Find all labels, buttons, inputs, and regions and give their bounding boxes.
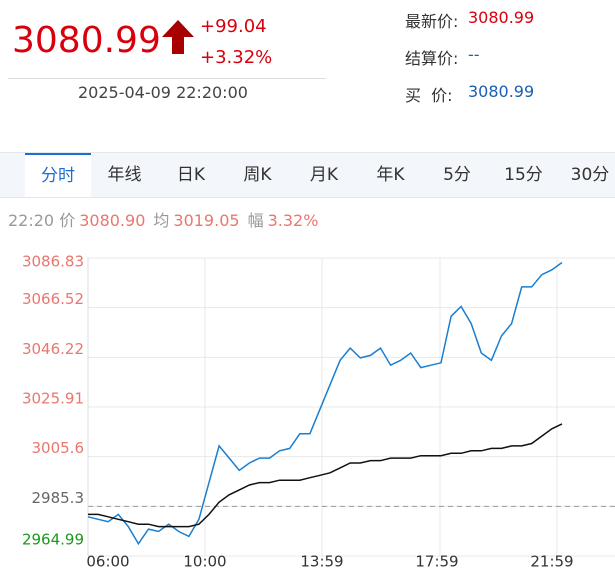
- y-tick-label: 3086.83: [22, 253, 84, 271]
- tab[interactable]: 30分: [570, 165, 610, 185]
- info-value: 3019.05: [173, 211, 240, 230]
- tab[interactable]: 年K: [376, 165, 405, 185]
- tab[interactable]: 月K: [309, 165, 339, 185]
- y-tick-label: 3066.52: [22, 290, 84, 308]
- datetime: 2025-04-09 22:20:00: [78, 83, 248, 102]
- tab[interactable]: 日K: [176, 165, 206, 185]
- tab[interactable]: 周K: [243, 165, 272, 185]
- field-value: --: [468, 45, 480, 64]
- tab[interactable]: 年线: [107, 165, 142, 185]
- info-line: 22:20 价 3080.90 均 3019.05 幅 3.32%: [8, 207, 318, 231]
- field-label: 结算价:: [405, 49, 459, 68]
- info-label: 均: [153, 211, 170, 230]
- change: +99.04: [200, 16, 267, 37]
- tab[interactable]: 分时: [25, 153, 91, 197]
- series-line: [87, 261, 563, 546]
- x-tick-label: 06:00: [86, 553, 129, 571]
- y-tick-label: 2964.99: [22, 531, 84, 549]
- price: 3080.99: [12, 20, 161, 61]
- up-arrow: [162, 20, 194, 54]
- field-value: 3080.99: [468, 8, 535, 27]
- field-value: 3080.99: [468, 82, 535, 101]
- info-label: 22:20 价: [8, 211, 76, 230]
- y-tick-label: 3025.91: [22, 390, 84, 408]
- field-label: 买 价:: [405, 86, 453, 105]
- y-tick-label: 3046.22: [22, 340, 84, 358]
- tab[interactable]: 5分: [443, 165, 471, 185]
- tab-bar: 分时 年线 日K 周K 月K 年K 5分 15分 30分: [0, 152, 615, 198]
- info-label: 幅: [247, 211, 264, 230]
- series-line: [88, 423, 563, 528]
- x-tick-label: 13:59: [300, 553, 343, 571]
- y-tick-label: 3005.6: [32, 439, 85, 457]
- y-tick-label: 2985.3: [32, 489, 85, 507]
- field-label: 最新价:: [405, 12, 459, 31]
- x-tick-label: 10:00: [183, 553, 226, 571]
- tab[interactable]: 15分: [504, 165, 543, 185]
- divider: [8, 78, 326, 79]
- info-value: 3.32%: [267, 211, 319, 230]
- x-tick-label: 17:59: [415, 553, 458, 571]
- x-tick-label: 21:59: [530, 553, 573, 571]
- change-pct: +3.32%: [200, 47, 273, 68]
- info-value: 3080.90: [79, 211, 146, 230]
